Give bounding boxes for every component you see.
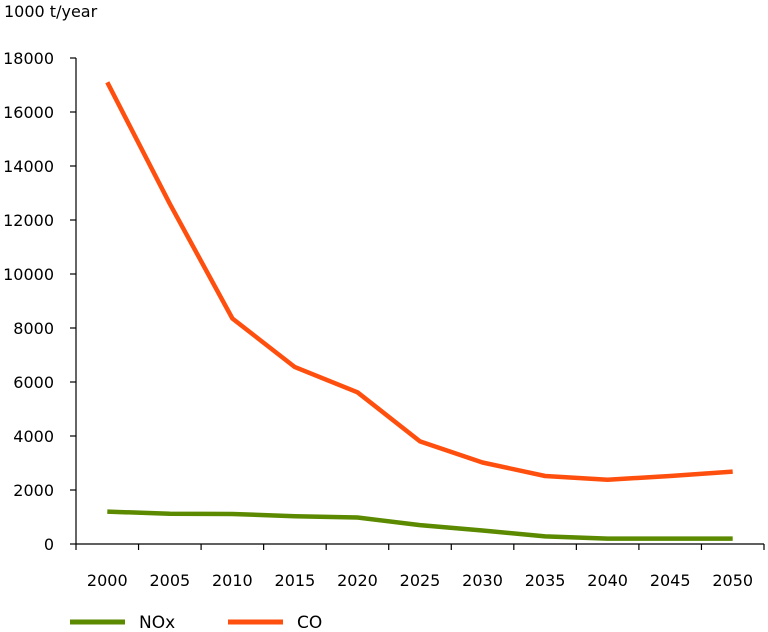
legend-label-co: CO bbox=[297, 613, 322, 632]
legend: NOx CO bbox=[70, 613, 322, 632]
y-axis-ticks: 0 2000 4000 6000 8000 10000 12000 14000 16000 180… bbox=[3, 49, 76, 554]
y-tick-label: 0 bbox=[44, 535, 54, 554]
y-tick-label: 2000 bbox=[13, 481, 54, 500]
y-tick-label: 14000 bbox=[3, 157, 54, 176]
y-axis-unit-label: 1000 t/year bbox=[4, 2, 98, 21]
series-line-co bbox=[105, 81, 733, 482]
y-tick-label: 6000 bbox=[13, 373, 54, 392]
y-tick-label: 18000 bbox=[3, 49, 54, 68]
x-tick-label: 2020 bbox=[337, 571, 378, 590]
x-tick-label: 2035 bbox=[525, 571, 566, 590]
x-tick-label: 2015 bbox=[275, 571, 316, 590]
x-axis-ticks: 2000 2005 2010 2015 2020 2025 2030 2035 2040 2045… bbox=[75, 544, 765, 590]
y-tick-label: 8000 bbox=[13, 319, 54, 338]
y-tick-label: 10000 bbox=[3, 265, 54, 284]
y-tick-label: 16000 bbox=[3, 103, 54, 122]
axes bbox=[75, 58, 764, 545]
x-tick-label: 2000 bbox=[87, 571, 128, 590]
x-tick-label: 2010 bbox=[212, 571, 253, 590]
x-tick-label: 2005 bbox=[149, 571, 190, 590]
series-lines bbox=[105, 81, 733, 541]
x-tick-label: 2025 bbox=[400, 571, 441, 590]
y-tick-label: 12000 bbox=[3, 211, 54, 230]
x-tick-label: 2040 bbox=[587, 571, 628, 590]
legend-label-nox: NOx bbox=[139, 613, 175, 632]
x-tick-label: 2030 bbox=[462, 571, 503, 590]
x-tick-label: 2050 bbox=[712, 571, 753, 590]
y-tick-label: 4000 bbox=[13, 427, 54, 446]
x-tick-label: 2045 bbox=[650, 571, 691, 590]
series-line-nox bbox=[107, 509, 733, 541]
